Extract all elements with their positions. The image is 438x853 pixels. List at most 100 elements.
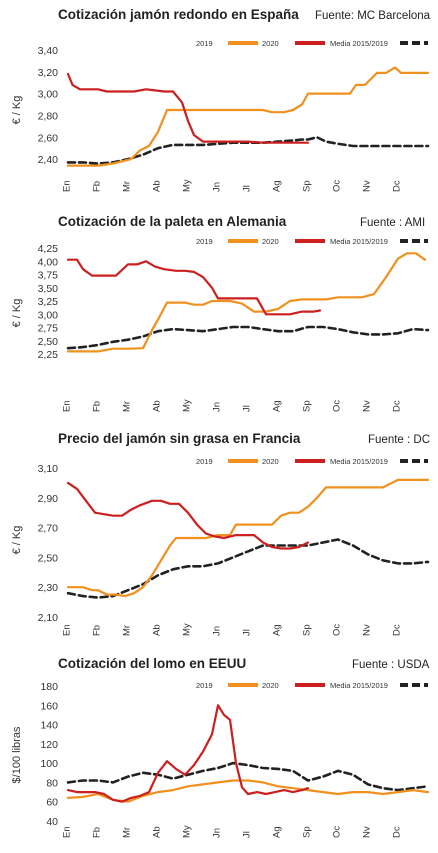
legend-label-media: Media 2015/2019 [330, 681, 388, 690]
x-tick-label: Mr [122, 827, 133, 838]
x-tick-label: Fb [92, 181, 103, 192]
y-axis-label: € / Kg [11, 299, 23, 328]
legend: 2019 2020 Media 2015/2019 [196, 39, 428, 48]
series-line-2020 [66, 481, 310, 550]
y-tick-label: 2,25 [38, 349, 59, 361]
plot-area: 4,254,00 3,753,503,253,00 2,752,502,25 En Fb… [38, 243, 430, 412]
y-tick-label: 3,40 [38, 45, 59, 57]
y-tick-label: 100 [40, 758, 58, 770]
series-line-2020 [66, 258, 322, 316]
legend-label-2020: 2020 [262, 39, 279, 48]
y-tick-label: 180 [40, 681, 58, 693]
x-tick-label: Nv [362, 826, 373, 838]
legend-label-2020: 2020 [262, 681, 279, 690]
x-tick-label: My [182, 623, 193, 636]
x-tick-label: My [182, 179, 193, 192]
x-tick-label: Jl [242, 185, 253, 192]
chart-title: Cotización jamón redondo en España [58, 7, 299, 22]
y-tick-label: 2,80 [38, 110, 59, 122]
x-tick-label: Ag [272, 624, 283, 636]
x-tick-label: Mr [122, 625, 133, 636]
x-tick-label: Dc [392, 180, 403, 192]
legend: 2019 2020 Media 2015/2019 [196, 237, 428, 246]
legend: 2019 2020 Media 2015/2019 [196, 681, 428, 690]
chart-title: Precio del jamón sin grasa en Francia [58, 431, 301, 446]
x-tick-label: Fb [92, 827, 103, 838]
chart-panel-germany: Cotización de la paleta en Alemania Fuen… [11, 214, 430, 412]
series-line-2020 [66, 72, 310, 144]
x-tick-label: Jn [212, 828, 223, 838]
legend-label-media: Media 2015/2019 [330, 457, 388, 466]
y-axis-label: € / Kg [11, 526, 23, 555]
x-tick-label: Fb [92, 625, 103, 636]
y-tick-label: 2,30 [38, 582, 59, 594]
y-tick-label: 2,60 [38, 132, 59, 144]
x-tick-label: Ab [152, 826, 163, 838]
y-tick-label: 2,40 [38, 154, 59, 166]
y-axis-label: € / Kg [11, 96, 23, 125]
y-tick-label: 2,70 [38, 523, 59, 535]
x-tick-label: Nv [362, 400, 373, 412]
y-tick-label: 2,90 [38, 493, 59, 505]
chart-title: Cotización del lomo en EEUU [58, 656, 246, 671]
y-tick-label: 3,50 [38, 283, 59, 295]
y-tick-label: 3,10 [38, 463, 59, 475]
series-line-2019 [66, 252, 427, 353]
x-tick-label: En [62, 180, 73, 192]
x-tick-label: Oc [332, 180, 343, 192]
legend-label-media: Media 2015/2019 [330, 39, 388, 48]
legend-label-2019: 2019 [196, 39, 213, 48]
series-line-2020 [66, 704, 310, 803]
x-tick-label: Dc [392, 624, 403, 636]
y-tick-label: 2,75 [38, 323, 59, 335]
legend-label-media: Media 2015/2019 [330, 237, 388, 246]
chart-source: Fuente: MC Barcelona [315, 10, 431, 22]
x-tick-label: En [62, 826, 73, 838]
y-tick-label: 4,00 [38, 256, 59, 268]
series-line-2019 [66, 779, 430, 803]
y-tick-label: 4,25 [38, 243, 59, 255]
x-tick-label: Fb [92, 401, 103, 412]
chart-source: Fuente : USDA [352, 659, 430, 671]
x-tick-label: Mr [122, 181, 133, 192]
x-tick-label: Ab [152, 180, 163, 192]
y-tick-label: 160 [40, 700, 58, 712]
x-tick-label: En [62, 624, 73, 636]
x-tick-label: Oc [332, 826, 343, 838]
x-tick-label: Nv [362, 180, 373, 192]
y-tick-label: 2,10 [38, 612, 59, 624]
legend-label-2019: 2019 [196, 457, 213, 466]
x-tick-label: Sp [302, 826, 313, 838]
plot-area: 180 160 140 120 100 80 60 40 En Fb Mr Ab My Jn Jl Ag Sp O… [40, 681, 430, 838]
x-tick-label: Dc [392, 400, 403, 412]
x-tick-label: Ag [272, 826, 283, 838]
x-tick-label: My [182, 399, 193, 412]
y-tick-label: 3,00 [38, 309, 59, 321]
series-line-media [66, 761, 430, 792]
y-tick-label: 60 [46, 797, 58, 809]
y-tick-label: 40 [46, 816, 58, 828]
x-tick-label: Jn [212, 402, 223, 412]
legend-label-2019: 2019 [196, 237, 213, 246]
x-tick-label: Oc [332, 624, 343, 636]
x-tick-label: My [182, 825, 193, 838]
chart-panel-usa: Cotización del lomo en EEUU Fuente : USD… [11, 656, 430, 838]
chart-panel-france: Precio del jamón sin grasa en Francia Fu… [11, 431, 430, 636]
x-tick-label: Jl [242, 405, 253, 412]
x-tick-label: Dc [392, 826, 403, 838]
x-tick-label: Sp [302, 180, 313, 192]
chart-panel-spain: Cotización jamón redondo en España Fuent… [11, 7, 431, 192]
x-tick-label: Mr [122, 401, 133, 412]
y-tick-label: 3,25 [38, 296, 59, 308]
x-tick-label: Nv [362, 624, 373, 636]
legend-label-2019: 2019 [196, 681, 213, 690]
x-tick-label: Oc [332, 400, 343, 412]
y-tick-label: 3,75 [38, 270, 59, 282]
x-tick-label: Jl [242, 831, 253, 838]
legend-label-2020: 2020 [262, 237, 279, 246]
x-tick-label: Jn [212, 182, 223, 192]
x-tick-label: Jl [242, 629, 253, 636]
y-tick-label: 2,50 [38, 552, 59, 564]
